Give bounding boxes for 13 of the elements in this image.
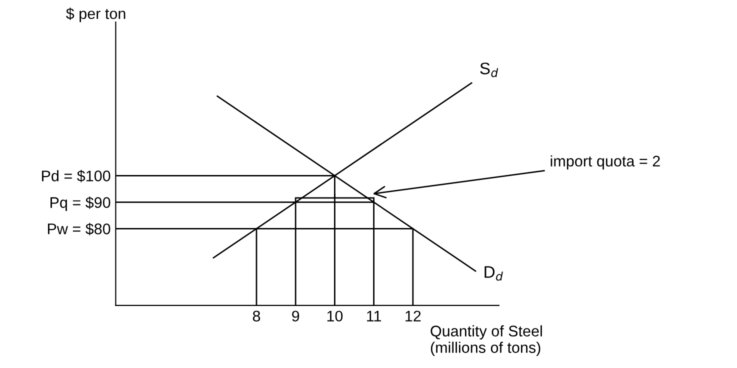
x-tick-label: 11 — [367, 310, 381, 322]
annotation: import quota = 2 — [550, 155, 660, 170]
x-axis-title: Quantity of Steel (millions of tons) — [430, 325, 542, 356]
series-label: S$_{d}$ — [480, 62, 498, 78]
x-tick-label: 8 — [252, 310, 260, 322]
series-label: D$_{d}$ — [484, 266, 503, 281]
x-tick-label: 9 — [292, 310, 300, 322]
y-tick-label: Pd = $100 — [42, 170, 110, 182]
y-axis-title: $ per ton — [66, 8, 126, 22]
x-tick-label: 12 — [406, 310, 421, 322]
y-tick-label: Pq = $90 — [50, 196, 110, 211]
x-tick-label: 10 — [327, 310, 343, 322]
y-tick-label: Pw = $80 — [48, 222, 110, 236]
